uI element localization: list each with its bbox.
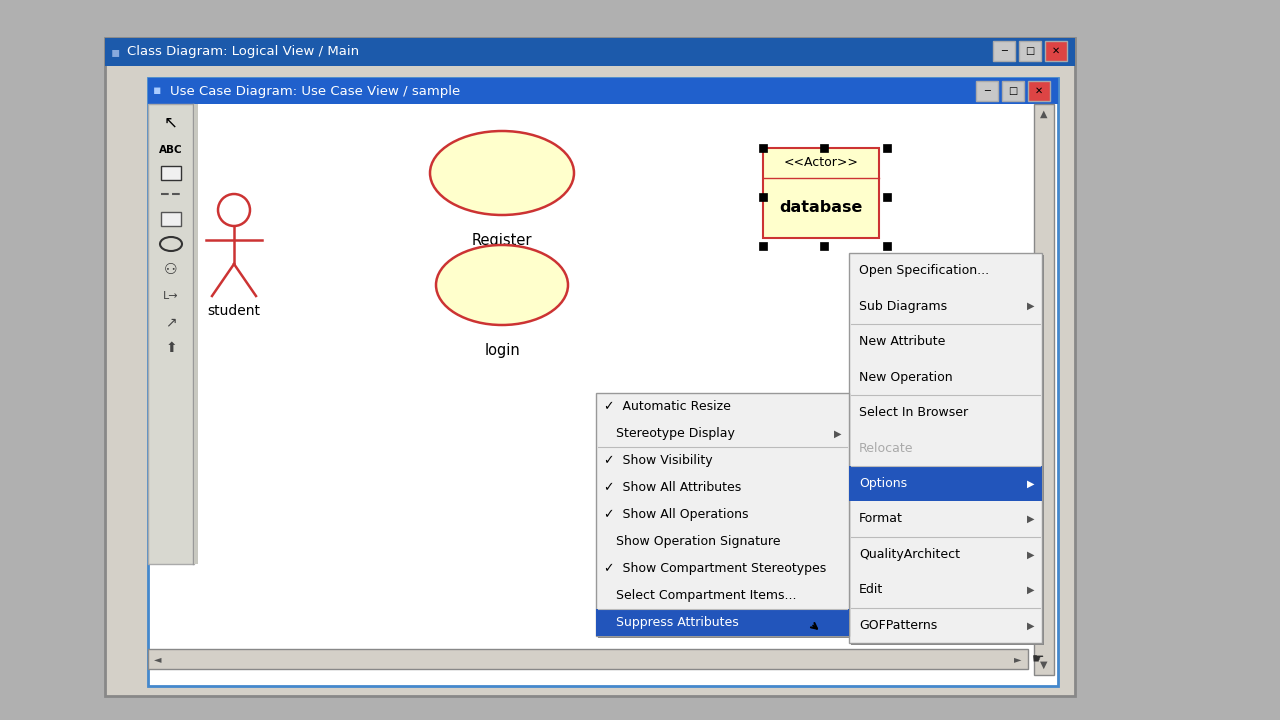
Bar [598, 395, 851, 638]
Text: ↖: ↖ [164, 113, 178, 131]
Text: L→: L→ [163, 291, 179, 301]
Text: Select In Browser: Select In Browser [859, 406, 968, 419]
Bar [763, 148, 879, 238]
Text: Stereotype Display: Stereotype Display [604, 427, 735, 440]
Ellipse shape [436, 245, 568, 325]
Bar [148, 78, 1059, 686]
Text: □: □ [1009, 86, 1018, 96]
Bar [1028, 81, 1050, 101]
Bar [1034, 104, 1053, 675]
Bar [596, 609, 849, 636]
Text: database: database [780, 200, 863, 215]
Bar [148, 78, 1059, 104]
Text: ─: ─ [1001, 46, 1007, 56]
Text: Sub Diagrams: Sub Diagrams [859, 300, 947, 312]
Text: Edit: Edit [859, 583, 883, 596]
Bar [759, 242, 767, 250]
Bar [105, 38, 1075, 696]
Bar [1044, 41, 1068, 61]
Ellipse shape [430, 131, 573, 215]
Text: ✓  Show All Operations: ✓ Show All Operations [604, 508, 749, 521]
Text: New Operation: New Operation [859, 371, 952, 384]
Bar [820, 242, 828, 250]
Text: ✓  Show All Attributes: ✓ Show All Attributes [604, 481, 741, 494]
Text: ▼: ▼ [1041, 660, 1048, 670]
Text: ⚇: ⚇ [164, 263, 178, 277]
Text: ▪: ▪ [154, 84, 161, 97]
Bar [596, 393, 849, 636]
Text: Use Case Diagram: Use Case View / sample: Use Case Diagram: Use Case View / sample [170, 84, 461, 97]
Text: ▶: ▶ [1027, 514, 1034, 524]
Text: Format: Format [859, 513, 902, 526]
Text: ✕: ✕ [1052, 46, 1060, 56]
Bar [851, 255, 1044, 645]
Text: login: login [484, 343, 520, 358]
Text: ✓  Show Compartment Stereotypes: ✓ Show Compartment Stereotypes [604, 562, 827, 575]
Bar [849, 466, 1042, 501]
Text: GOFPatterns: GOFPatterns [859, 618, 937, 631]
Bar [1019, 41, 1041, 61]
Bar [883, 242, 891, 250]
Text: Class Diagram: Logical View / Main: Class Diagram: Logical View / Main [127, 45, 360, 58]
Text: ▲: ▲ [1041, 109, 1048, 119]
Text: ◄: ◄ [155, 654, 161, 664]
Text: ▶: ▶ [1027, 479, 1034, 488]
Bar [161, 212, 180, 226]
Text: Suppress Attributes: Suppress Attributes [604, 616, 739, 629]
Bar [105, 38, 1075, 66]
Text: ▶: ▶ [1027, 301, 1034, 311]
Text: student: student [207, 304, 261, 318]
Bar [759, 193, 767, 201]
Text: ✓  Show Visibility: ✓ Show Visibility [604, 454, 713, 467]
Text: ►: ► [1014, 654, 1021, 664]
Bar [1002, 81, 1024, 101]
Text: ▶: ▶ [1027, 549, 1034, 559]
Bar [148, 104, 195, 564]
Bar [849, 253, 1042, 643]
Text: □: □ [1025, 46, 1034, 56]
Bar [977, 81, 998, 101]
Text: Register: Register [472, 233, 532, 248]
Text: ▶: ▶ [1027, 620, 1034, 630]
Text: ▪: ▪ [111, 45, 120, 59]
Bar [195, 104, 198, 564]
Text: New Attribute: New Attribute [859, 335, 946, 348]
Text: Show Operation Signature: Show Operation Signature [604, 535, 781, 548]
Text: ✕: ✕ [1036, 86, 1043, 96]
Bar [883, 144, 891, 152]
Text: Open Specification...: Open Specification... [859, 264, 989, 277]
Text: ⬆: ⬆ [165, 341, 177, 355]
Bar [883, 193, 891, 201]
Text: ▶: ▶ [1027, 585, 1034, 595]
Text: ▶: ▶ [833, 428, 841, 438]
Text: ABC: ABC [159, 145, 183, 155]
Text: ☛: ☛ [1032, 652, 1044, 666]
Text: <<Actor>>: <<Actor>> [783, 156, 859, 169]
Text: ↗: ↗ [165, 315, 177, 329]
Bar [148, 649, 1028, 669]
Text: ✓  Automatic Resize: ✓ Automatic Resize [604, 400, 731, 413]
Text: QualityArchitect: QualityArchitect [859, 548, 960, 561]
Bar [820, 144, 828, 152]
Bar [161, 166, 180, 180]
Text: ─: ─ [984, 86, 989, 96]
Bar [759, 144, 767, 152]
Text: Relocate: Relocate [859, 441, 914, 454]
Text: Select Compartment Items...: Select Compartment Items... [604, 589, 796, 602]
Text: Options: Options [859, 477, 908, 490]
Bar [993, 41, 1015, 61]
